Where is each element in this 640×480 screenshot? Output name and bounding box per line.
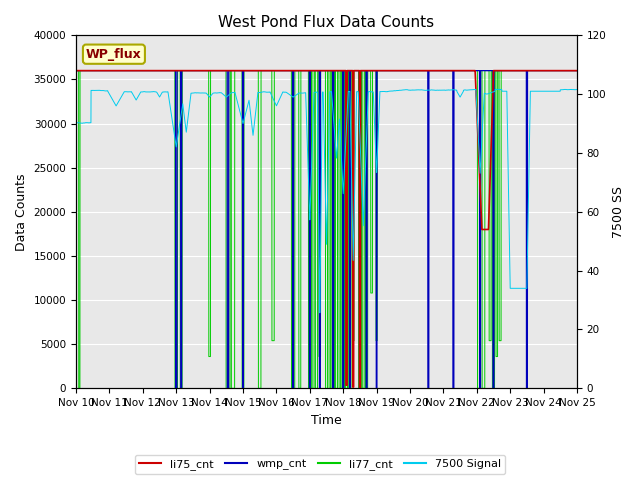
- X-axis label: Time: Time: [311, 414, 342, 427]
- Text: WP_flux: WP_flux: [86, 48, 142, 60]
- Title: West Pond Flux Data Counts: West Pond Flux Data Counts: [218, 15, 435, 30]
- Legend: li75_cnt, wmp_cnt, li77_cnt, 7500 Signal: li75_cnt, wmp_cnt, li77_cnt, 7500 Signal: [135, 455, 505, 474]
- Y-axis label: 7500 SS: 7500 SS: [612, 186, 625, 238]
- Y-axis label: Data Counts: Data Counts: [15, 173, 28, 251]
